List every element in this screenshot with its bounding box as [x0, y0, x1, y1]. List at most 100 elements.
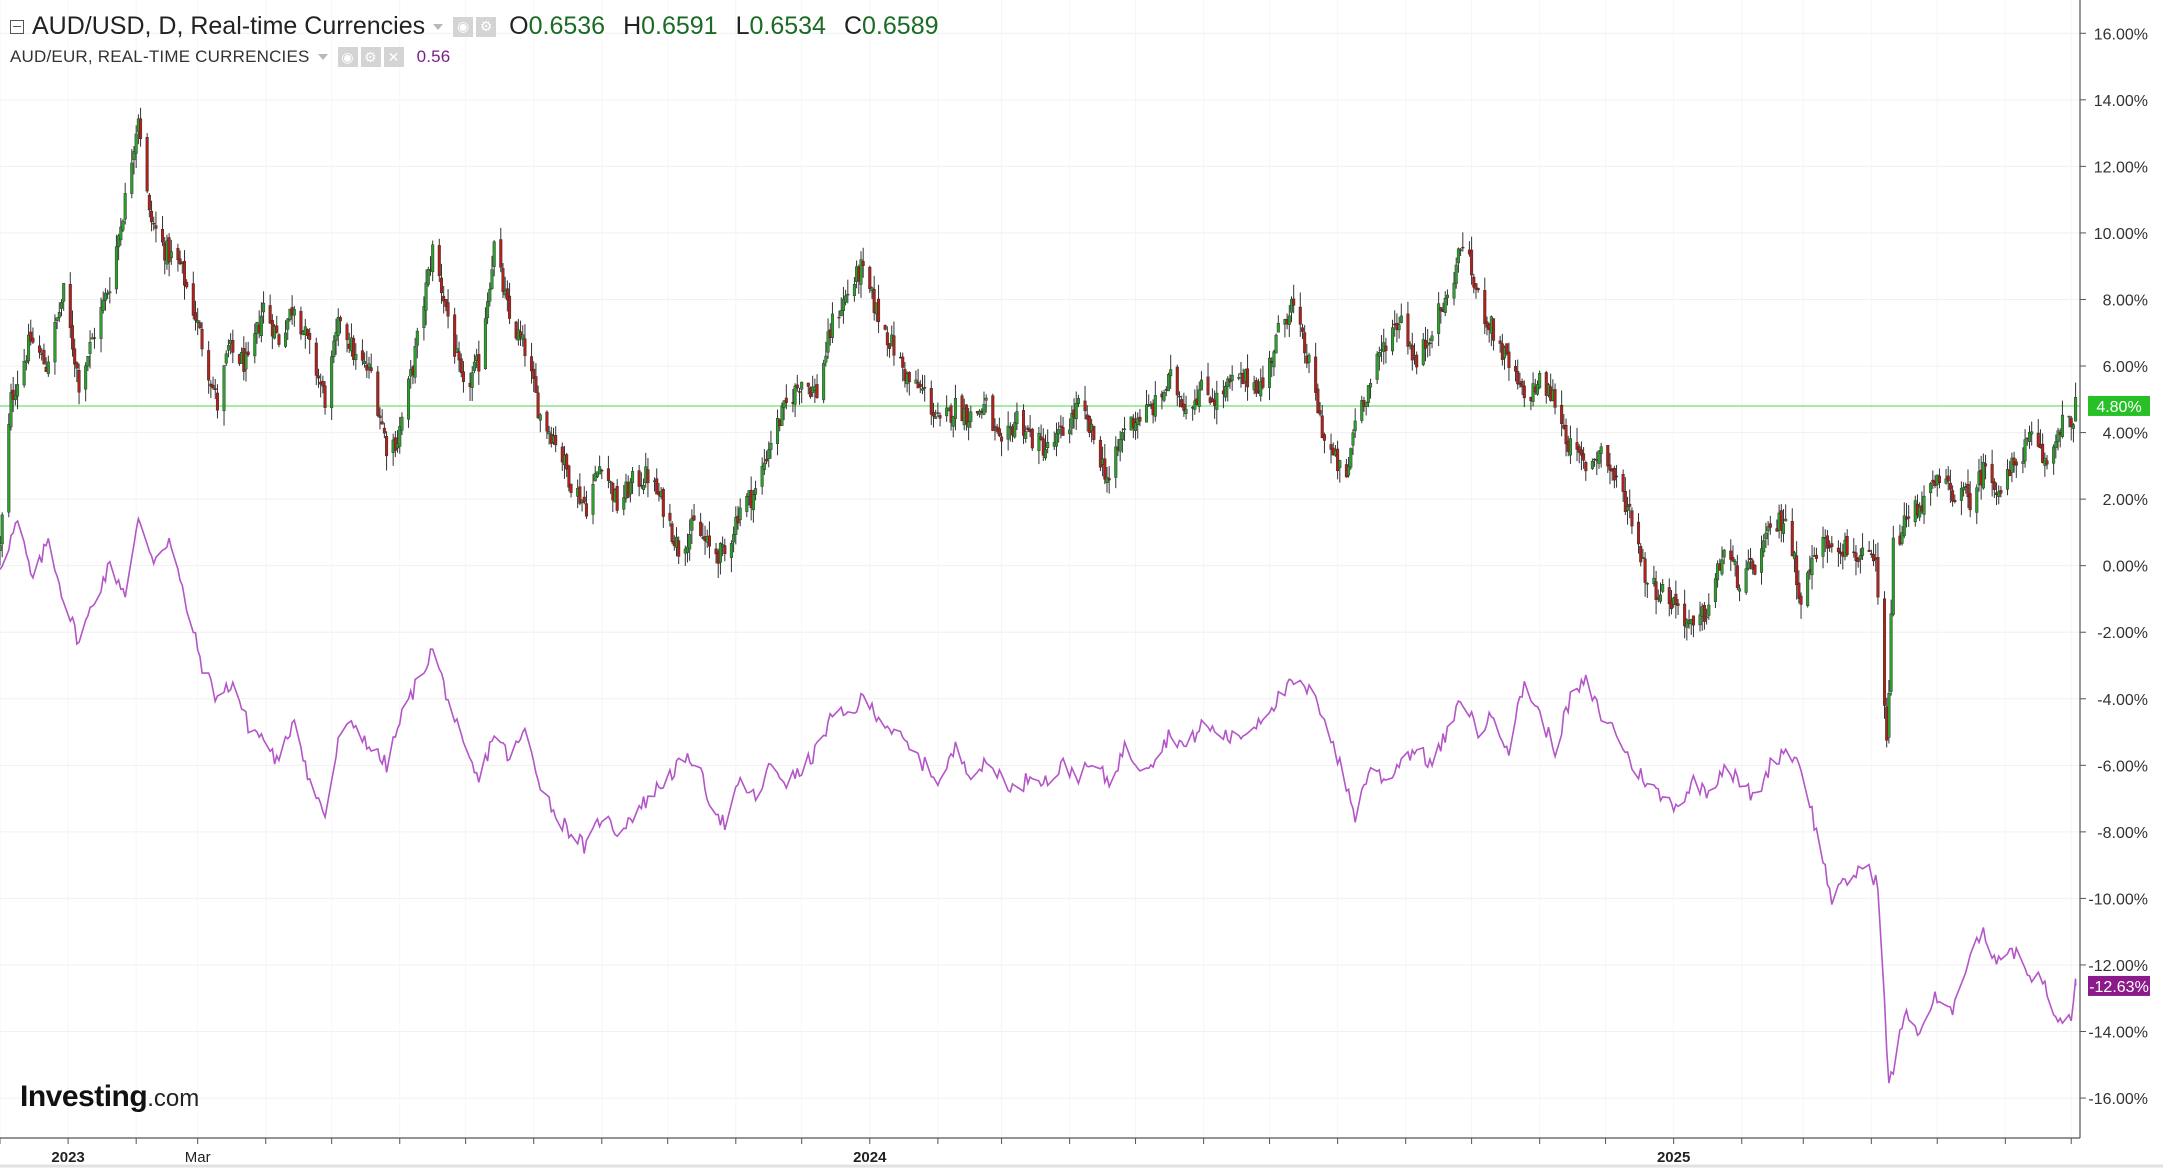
candle-down	[1472, 276, 1476, 288]
candle-down	[1030, 428, 1034, 449]
candle-up	[363, 361, 367, 364]
compare-symbol-title[interactable]: AUD/EUR, REAL-TIME CURRENCIES	[10, 47, 310, 66]
candle-up	[1929, 483, 1933, 494]
candle-up	[852, 284, 856, 296]
candle-down	[1474, 283, 1478, 290]
candle-down	[1575, 442, 1579, 450]
candle-up	[2067, 415, 2071, 418]
candle-up	[1900, 532, 1904, 544]
candle-up	[1399, 315, 1403, 323]
candle-down	[677, 540, 681, 557]
candle-down	[1428, 342, 1432, 345]
candle-up	[1289, 299, 1293, 313]
candle-down	[378, 415, 382, 418]
candle-down	[1059, 425, 1063, 428]
candle-up	[1024, 431, 1028, 439]
candle-down	[1702, 605, 1706, 622]
candle-down	[949, 405, 953, 423]
candle-up	[1762, 540, 1766, 553]
candle-up	[7, 424, 11, 513]
candle-up	[1975, 487, 1979, 513]
candle-down	[185, 281, 189, 288]
y-tick-label: 4.00%	[2103, 426, 2148, 443]
candle-down	[213, 388, 217, 390]
candle-down	[1608, 464, 1612, 471]
collapse-icon[interactable]	[10, 19, 24, 34]
candle-down	[907, 372, 911, 383]
candle-up	[1076, 398, 1080, 405]
candle-up	[2052, 446, 2056, 464]
candle-down	[207, 350, 211, 381]
candle-down	[1797, 582, 1801, 599]
candle-up	[253, 333, 257, 357]
candle-up	[84, 365, 88, 390]
candle-down	[861, 261, 865, 266]
candle-up	[1568, 438, 1572, 456]
candle-up	[259, 315, 263, 337]
candle-down	[692, 515, 696, 521]
candle-up	[121, 220, 125, 231]
candle-up	[1738, 588, 1742, 592]
candle-up	[88, 341, 92, 354]
candle-down	[1336, 448, 1340, 472]
candle-down	[1520, 381, 1524, 388]
candle-down	[1322, 434, 1326, 441]
candle-down	[1674, 593, 1678, 605]
candle-down	[1083, 400, 1087, 412]
candle-up	[1134, 422, 1138, 431]
investing-logo[interactable]: Investing.com	[20, 1080, 200, 1113]
ohlc-high: H0.6591	[623, 12, 718, 40]
candle-up	[103, 292, 107, 301]
visibility-icon[interactable]: ◉	[453, 16, 474, 37]
candle-down	[446, 302, 450, 317]
candle-down	[560, 446, 564, 463]
candle-down	[918, 383, 922, 387]
y-tick-label: -8.00%	[2097, 825, 2148, 842]
candle-down	[150, 210, 154, 223]
candle-down	[606, 468, 610, 481]
candle-down	[1637, 521, 1641, 545]
candle-down	[1628, 504, 1632, 507]
candle-down	[646, 469, 650, 484]
chevron-down-icon[interactable]	[433, 23, 444, 30]
candle-up	[1199, 379, 1203, 391]
candle-up	[1391, 327, 1395, 352]
candle-down	[1560, 404, 1564, 425]
candle-up	[1626, 506, 1630, 511]
candle-down	[901, 356, 905, 368]
candle-up	[1272, 351, 1276, 368]
candle-down	[1098, 439, 1102, 468]
candle-up	[1746, 561, 1750, 570]
candle-up	[1766, 526, 1770, 532]
candle-down	[923, 387, 927, 389]
candle-up	[1184, 408, 1188, 414]
candle-up	[769, 443, 773, 450]
chevron-down-icon[interactable]	[317, 54, 328, 60]
candle-up	[1981, 462, 1985, 489]
candle-down	[92, 337, 96, 339]
candle-down	[1799, 595, 1803, 605]
candle-down	[892, 335, 896, 356]
main-legend: AUD/USD, D, Real-time Currencies ◉ ⚙ O0.…	[10, 12, 957, 41]
visibility-icon[interactable]: ◉	[337, 47, 358, 67]
x-tick-label: 2025	[1657, 1149, 1690, 1166]
candle-up	[745, 496, 749, 512]
candle-down	[508, 295, 512, 319]
candle-up	[2027, 432, 2031, 442]
y-tick-label: -16.00%	[2088, 1091, 2148, 1108]
close-icon[interactable]: ✕	[383, 47, 404, 67]
candle-down	[305, 329, 309, 336]
candle-up	[415, 330, 419, 346]
candle-down	[1621, 474, 1625, 492]
y-axis-tick-labels: 16.00% 14.00% 12.00% 10.00% 8.00% 6.00% 4.00% 2…	[2080, 26, 2148, 1108]
candle-up	[984, 397, 988, 401]
settings-icon[interactable]: ⚙	[476, 16, 497, 37]
candle-down	[1948, 482, 1952, 490]
settings-icon[interactable]: ⚙	[360, 47, 381, 67]
symbol-title[interactable]: AUD/USD, D, Real-time Currencies	[32, 12, 426, 40]
candle-down	[1061, 427, 1065, 436]
candle-down	[1753, 565, 1757, 575]
